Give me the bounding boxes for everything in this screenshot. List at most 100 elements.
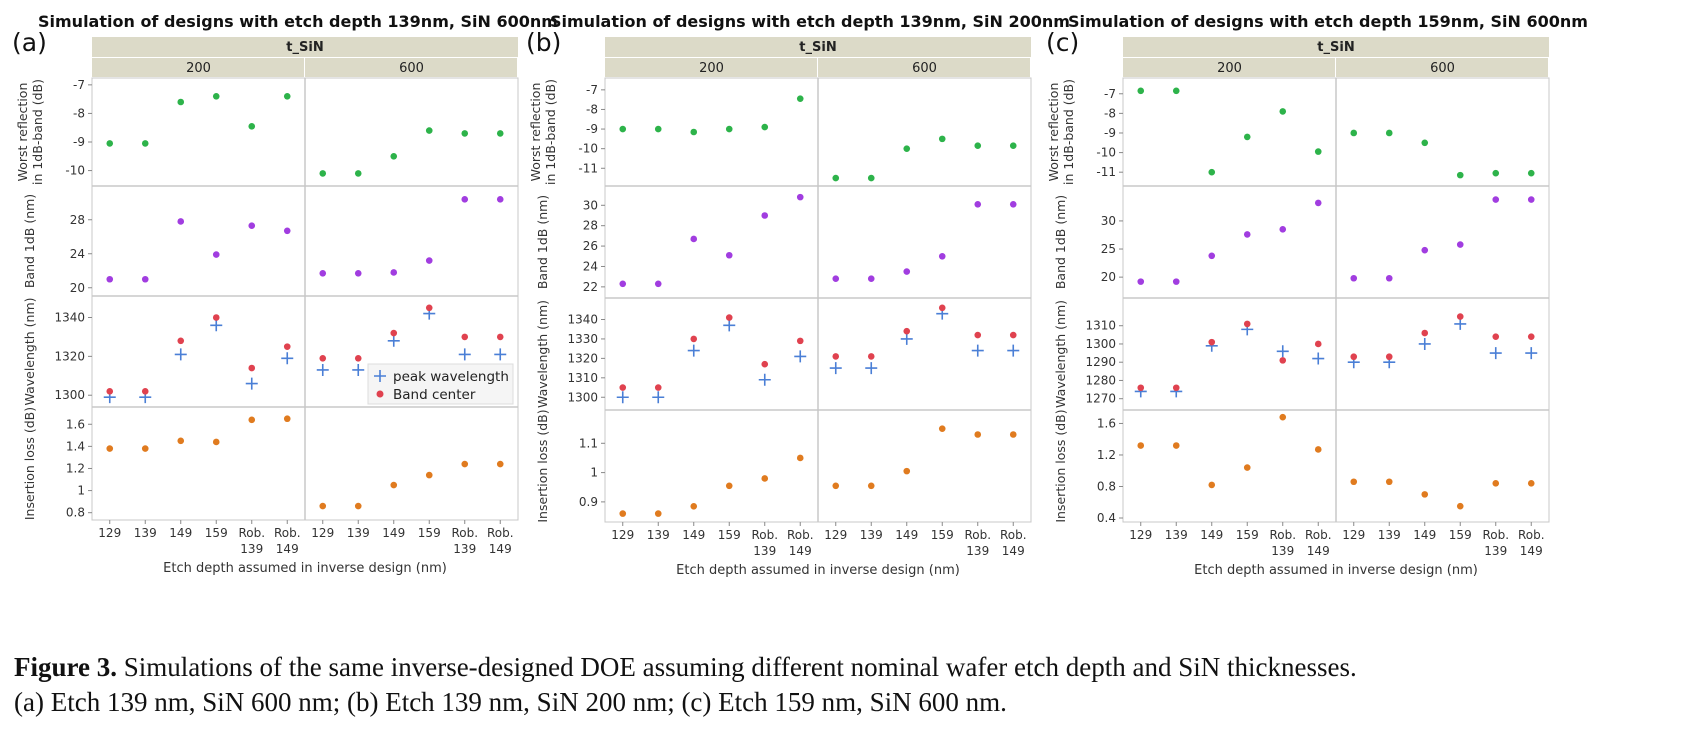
chart-panel-a: Simulation of designs with etch depth 13… — [12, 12, 558, 576]
y-tick-label: 0.8 — [66, 506, 85, 520]
y-axis-label: Wavelength (nm) — [22, 298, 37, 406]
data-point — [1421, 491, 1429, 498]
y-tick-label: -10 — [65, 164, 85, 178]
data-point — [177, 437, 185, 445]
x-tick-line: Rob. — [451, 526, 478, 540]
x-tick-line: 129 — [311, 526, 334, 540]
y-axis-label: Wavelength (nm) — [535, 300, 550, 408]
y-axis-label-line: Worst reflection — [15, 83, 30, 182]
data-point — [867, 275, 875, 283]
data-point — [248, 416, 256, 424]
x-tick-label: Rob. 139 — [451, 526, 478, 556]
data-point — [903, 268, 911, 275]
x-tick-line: 149 — [1520, 544, 1543, 558]
x-tick-line: 139 — [966, 544, 989, 558]
x-tick-label: 129 — [611, 528, 634, 542]
data-point — [938, 252, 946, 260]
x-tick-line: 129 — [98, 526, 121, 540]
y-tick-label: 20 — [70, 281, 85, 295]
x-tick-line: Rob. — [487, 526, 514, 540]
data-point-plus — [865, 362, 878, 375]
data-point — [654, 384, 662, 391]
x-tick-line: 139 — [453, 542, 476, 556]
y-axis-label: Worst reflectionin 1dB-band (dB) — [528, 79, 558, 185]
data-point — [319, 270, 327, 277]
data-point — [1350, 478, 1358, 486]
data-point — [425, 127, 433, 134]
x-tick-label: Rob. 139 — [964, 528, 991, 558]
figure-panels: Simulation of designs with etch depth 13… — [12, 12, 1588, 578]
y-tick-label: 1.1 — [579, 436, 598, 450]
data-point-plus — [387, 334, 400, 347]
data-point — [1527, 333, 1535, 340]
data-point — [212, 438, 220, 446]
x-tick-line: 159 — [1236, 528, 1259, 542]
data-point — [761, 212, 769, 219]
facet-label-600: 600 — [912, 61, 937, 76]
x-tick-label: 149 — [382, 526, 405, 540]
data-point — [1137, 87, 1145, 95]
y-tick-label: 1.6 — [1097, 416, 1116, 430]
x-tick-line: 159 — [205, 526, 228, 540]
data-point — [283, 227, 291, 235]
x-tick-line: Rob. — [1269, 528, 1296, 542]
facet-header-bar — [1123, 37, 1549, 57]
facet-subheader-bar — [92, 58, 304, 77]
data-point — [619, 280, 627, 288]
data-point — [1456, 171, 1464, 179]
x-tick-line: 149 — [489, 542, 512, 556]
x-tick-line: 139 — [1378, 528, 1401, 542]
data-point-plus — [687, 344, 700, 357]
x-tick-label: Rob. 149 — [487, 526, 514, 556]
x-tick-line: 139 — [753, 544, 776, 558]
y-axis-label-line: Band 1dB (nm) — [22, 194, 37, 288]
data-point — [354, 502, 362, 510]
data-point — [1492, 333, 1500, 340]
data-point — [903, 327, 911, 335]
facet-label-200: 200 — [1217, 61, 1242, 76]
data-point — [248, 122, 256, 130]
x-tick-label: 149 — [1413, 528, 1436, 542]
y-tick-label: 0.4 — [1097, 511, 1116, 525]
y-tick-label: -9 — [1104, 126, 1116, 140]
x-tick-line: 149 — [682, 528, 705, 542]
data-point — [354, 355, 362, 362]
data-point — [796, 95, 804, 102]
x-tick-line: 149 — [1307, 544, 1330, 558]
y-tick-label: 1300 — [567, 390, 598, 404]
facet-label-600: 600 — [399, 61, 424, 76]
data-point — [867, 353, 875, 360]
facet-header-title: t_SiN — [286, 40, 323, 55]
data-point — [1009, 142, 1017, 150]
data-point-plus — [1312, 352, 1325, 365]
y-tick-label: -10 — [578, 142, 598, 156]
x-tick-line: Rob. — [1482, 528, 1509, 542]
y-tick-label: 1320 — [567, 351, 598, 365]
x-tick-label: 139 — [860, 528, 883, 542]
data-point — [690, 235, 698, 243]
x-tick-line: 139 — [1165, 528, 1188, 542]
x-axis-label: Etch depth assumed in inverse design (nm… — [163, 561, 447, 576]
figure-canvas: Simulation of designs with etch depth 13… — [12, 12, 1588, 578]
y-tick-label: -7 — [73, 78, 85, 92]
caption-line-1: Figure 3. Simulations of the same invers… — [14, 650, 1674, 685]
data-point — [248, 222, 256, 229]
data-point — [319, 502, 327, 510]
x-tick-label: 149 — [682, 528, 705, 542]
data-point — [425, 471, 433, 479]
data-point — [725, 482, 733, 490]
data-point — [1350, 274, 1358, 282]
data-point — [1385, 478, 1393, 486]
data-point — [319, 355, 327, 362]
data-point-plus — [723, 319, 736, 332]
x-tick-label: 149 — [1200, 528, 1223, 542]
data-point-plus — [652, 391, 665, 404]
legend-marker-dot — [376, 390, 384, 398]
chart-panel-b: Simulation of designs with etch depth 13… — [526, 12, 1070, 578]
x-tick-label: 159 — [718, 528, 741, 542]
x-tick-label: 129 — [1342, 528, 1365, 542]
y-axis-label-line: Wavelength (nm) — [535, 300, 550, 408]
x-tick-line: 129 — [1129, 528, 1152, 542]
caption-line-2: (a) Etch 139 nm, SiN 600 nm; (b) Etch 13… — [14, 687, 1007, 717]
data-point — [903, 145, 911, 152]
